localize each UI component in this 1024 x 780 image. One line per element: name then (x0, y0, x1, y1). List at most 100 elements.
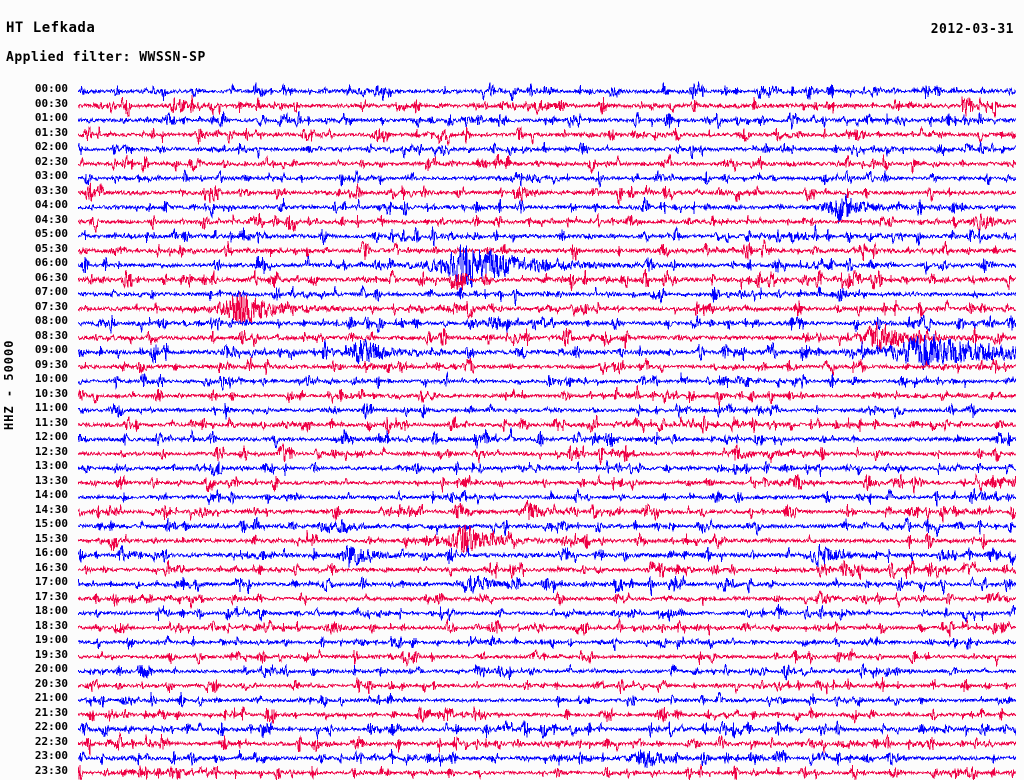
time-tick-label: 09:00 (34, 343, 68, 356)
trace-row (78, 442, 1016, 466)
time-tick-label: 11:00 (34, 401, 68, 414)
trace-row (78, 676, 1016, 695)
trace-row (78, 153, 1016, 174)
time-tick-label: 18:00 (34, 604, 68, 617)
time-tick-label: 22:00 (34, 720, 68, 733)
time-tick-label: 09:30 (34, 357, 68, 371)
time-tick-label: 04:00 (34, 198, 68, 211)
trace-row (78, 193, 1016, 224)
time-tick-label: 06:30 (34, 270, 68, 284)
time-tick-label: 02:30 (34, 154, 68, 168)
time-tick-label: 03:30 (34, 183, 68, 197)
trace-row (78, 268, 1016, 292)
trace-row (78, 590, 1016, 609)
trace-row (78, 706, 1016, 724)
trace-row (78, 110, 1016, 130)
trace-row (78, 212, 1016, 233)
trace-row (78, 285, 1016, 307)
trace-row (78, 559, 1016, 581)
time-tick-label: 17:30 (34, 589, 68, 603)
time-tick-label: 19:00 (34, 633, 68, 646)
time-tick-label: 20:00 (34, 662, 68, 675)
trace-row (78, 314, 1016, 334)
trace-row (78, 244, 1016, 288)
time-tick-label: 23:30 (34, 763, 68, 777)
time-tick-label: 07:30 (34, 299, 68, 313)
trace-row (78, 524, 1016, 554)
time-tick-label: 13:00 (34, 459, 68, 472)
trace-row (78, 321, 1016, 353)
time-tick-label: 02:00 (34, 140, 68, 153)
trace-row (78, 487, 1016, 507)
time-tick-label: 13:30 (34, 473, 68, 487)
time-tick-label: 01:30 (34, 125, 68, 139)
time-tick-label: 21:00 (34, 691, 68, 704)
time-tick-label: 22:30 (34, 734, 68, 748)
trace-row (78, 663, 1016, 681)
trace-row (78, 224, 1016, 247)
time-tick-label: 05:00 (34, 227, 68, 240)
time-tick-label: 16:00 (34, 546, 68, 559)
trace-row (78, 414, 1016, 435)
trace-row (78, 543, 1016, 568)
trace-row (78, 141, 1016, 160)
time-tick-label: 03:00 (34, 169, 68, 182)
time-axis: 00:00 00:30 01:00 01:30 02:00 02:30 03:00 03:30… (0, 80, 74, 776)
time-tick-label: 14:00 (34, 488, 68, 501)
trace-row (78, 182, 1016, 207)
time-tick-label: 01:00 (34, 111, 68, 124)
page-title: HT Lefkada (6, 20, 96, 36)
trace-row (78, 356, 1016, 377)
trace-row (78, 81, 1016, 102)
trace-row (78, 291, 1016, 325)
time-tick-label: 20:30 (34, 676, 68, 690)
trace-row (78, 719, 1016, 740)
time-tick-label: 19:30 (34, 647, 68, 661)
time-tick-label: 18:30 (34, 618, 68, 632)
seismogram-svg (78, 81, 1016, 780)
time-tick-label: 04:30 (34, 212, 68, 226)
trace-row (78, 333, 1016, 371)
time-tick-label: 08:30 (34, 328, 68, 342)
trace-row (78, 499, 1016, 523)
trace-row (78, 575, 1016, 597)
trace-row (78, 239, 1016, 262)
time-tick-label: 08:00 (34, 314, 68, 327)
trace-row (78, 402, 1016, 421)
trace-row (78, 603, 1016, 623)
trace-row (78, 691, 1016, 709)
trace-row (78, 748, 1016, 769)
time-tick-label: 05:30 (34, 241, 68, 255)
time-tick-label: 10:30 (34, 386, 68, 400)
trace-row (78, 94, 1016, 118)
trace-row (78, 516, 1016, 538)
time-tick-label: 07:00 (34, 285, 68, 298)
time-tick-label: 10:00 (34, 372, 68, 385)
trace-row (78, 764, 1016, 780)
trace-row (78, 169, 1016, 188)
trace-row (78, 473, 1016, 494)
time-tick-label: 15:30 (34, 531, 68, 545)
trace-row (78, 384, 1016, 408)
time-tick-label: 11:30 (34, 415, 68, 429)
trace-row (78, 125, 1016, 146)
time-tick-label: 16:30 (34, 560, 68, 574)
time-tick-label: 21:30 (34, 705, 68, 719)
time-tick-label: 23:00 (34, 749, 68, 762)
trace-row (78, 459, 1016, 478)
trace-row (78, 648, 1016, 668)
time-tick-label: 17:00 (34, 575, 68, 588)
trace-row (78, 427, 1016, 449)
trace-row (78, 635, 1016, 652)
time-tick-label: 15:00 (34, 517, 68, 530)
date-label: 2012-03-31 (930, 22, 1014, 37)
trace-row (78, 732, 1016, 756)
trace-row (78, 371, 1016, 391)
time-tick-label: 12:00 (34, 430, 68, 443)
time-tick-label: 12:30 (34, 444, 68, 458)
time-tick-label: 14:30 (34, 502, 68, 516)
trace-row (78, 617, 1016, 638)
seismogram-trace-area (78, 80, 1016, 780)
time-tick-label: 06:00 (34, 256, 68, 269)
